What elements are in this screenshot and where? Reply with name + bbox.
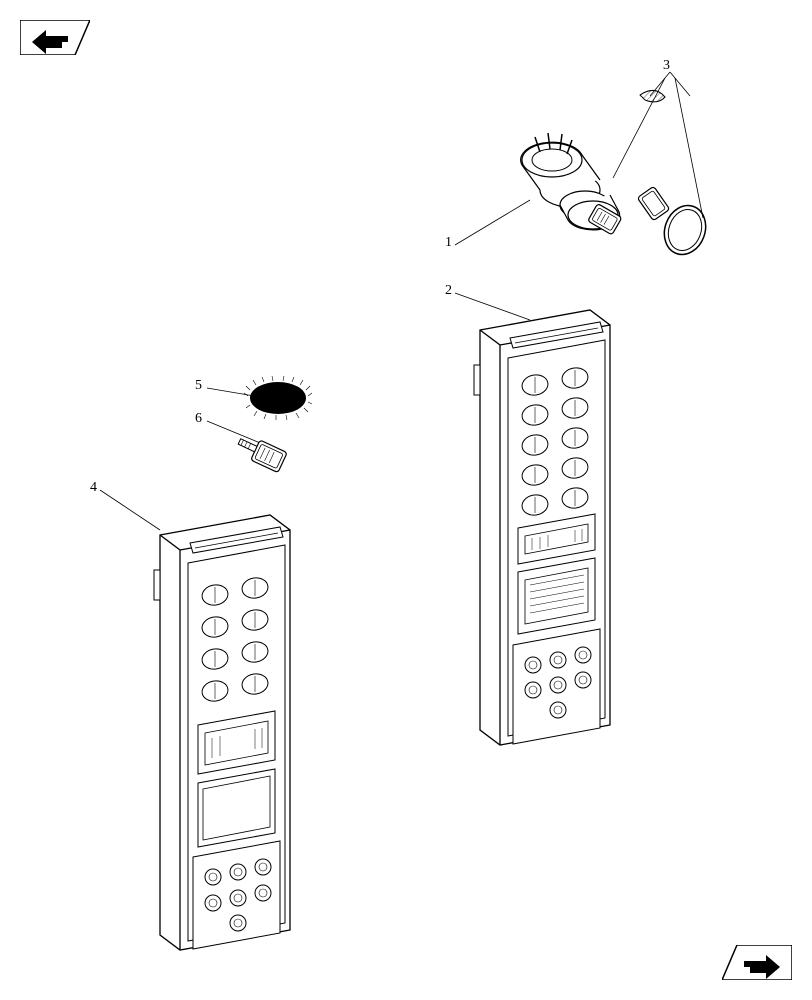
key-switch-assembly — [521, 90, 713, 260]
label-1: 1 — [445, 235, 452, 251]
label-6: 6 — [195, 411, 202, 427]
brush-part — [244, 376, 312, 420]
leader-lines — [100, 72, 703, 530]
label-2: 2 — [445, 283, 452, 299]
label-4: 4 — [90, 480, 97, 496]
label-3: 3 — [663, 58, 670, 74]
label-5: 5 — [195, 378, 202, 394]
control-panel-right — [474, 310, 610, 745]
key-part — [234, 432, 287, 472]
control-panel-left — [154, 515, 290, 950]
diagram-canvas — [0, 0, 812, 1000]
